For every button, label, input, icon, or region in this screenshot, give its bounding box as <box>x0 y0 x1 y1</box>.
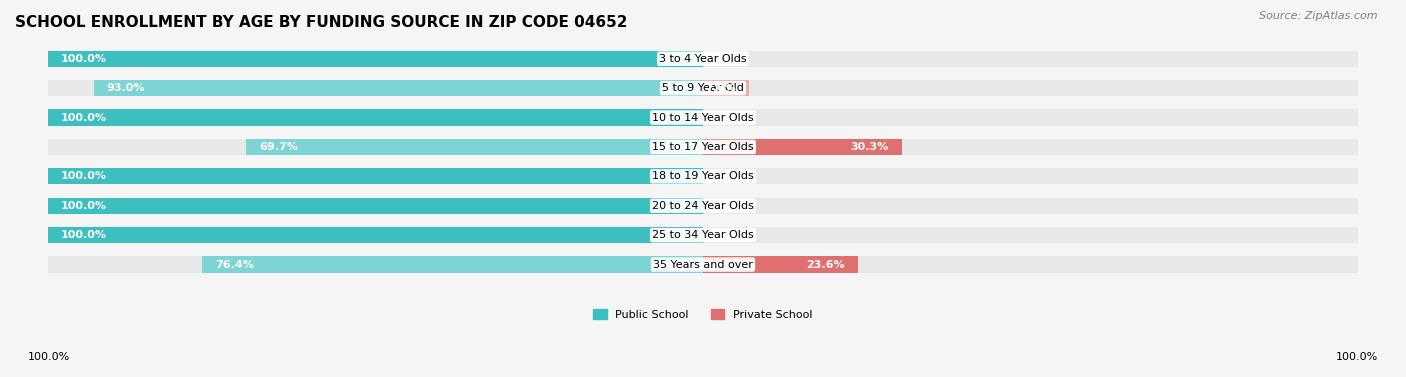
Bar <box>48 109 703 126</box>
Bar <box>703 80 1358 96</box>
Bar <box>48 168 703 184</box>
Legend: Public School, Private School: Public School, Private School <box>589 304 817 324</box>
Bar <box>703 256 858 273</box>
Text: 23.6%: 23.6% <box>806 259 845 270</box>
Text: SCHOOL ENROLLMENT BY AGE BY FUNDING SOURCE IN ZIP CODE 04652: SCHOOL ENROLLMENT BY AGE BY FUNDING SOUR… <box>15 15 627 30</box>
Bar <box>48 51 703 67</box>
Text: 100.0%: 100.0% <box>1336 352 1378 362</box>
Text: 100.0%: 100.0% <box>60 201 107 211</box>
Bar <box>48 198 703 214</box>
Text: 100.0%: 100.0% <box>28 352 70 362</box>
Bar <box>703 198 1358 214</box>
Text: 5 to 9 Year Old: 5 to 9 Year Old <box>662 83 744 93</box>
Text: 76.4%: 76.4% <box>215 259 254 270</box>
Text: 100.0%: 100.0% <box>60 230 107 240</box>
Text: 93.0%: 93.0% <box>107 83 145 93</box>
Text: Source: ZipAtlas.com: Source: ZipAtlas.com <box>1260 11 1378 21</box>
Bar <box>48 168 703 184</box>
Text: 100.0%: 100.0% <box>60 54 107 64</box>
Text: 30.3%: 30.3% <box>851 142 889 152</box>
Bar <box>703 168 1358 184</box>
Text: 25 to 34 Year Olds: 25 to 34 Year Olds <box>652 230 754 240</box>
Bar <box>94 80 703 96</box>
Bar <box>703 51 1358 67</box>
Text: 15 to 17 Year Olds: 15 to 17 Year Olds <box>652 142 754 152</box>
Bar <box>703 139 901 155</box>
Bar <box>48 51 703 67</box>
Bar <box>48 109 703 126</box>
Bar <box>48 198 703 214</box>
Bar <box>703 227 1358 243</box>
Text: 100.0%: 100.0% <box>60 112 107 123</box>
Bar <box>202 256 703 273</box>
Text: 7.0%: 7.0% <box>704 83 735 93</box>
Bar <box>48 256 703 273</box>
Text: 69.7%: 69.7% <box>259 142 298 152</box>
Bar <box>48 80 703 96</box>
Bar <box>48 139 703 155</box>
Bar <box>246 139 703 155</box>
Text: 35 Years and over: 35 Years and over <box>652 259 754 270</box>
Text: 100.0%: 100.0% <box>60 171 107 181</box>
Text: 10 to 14 Year Olds: 10 to 14 Year Olds <box>652 112 754 123</box>
Bar <box>48 227 703 243</box>
Text: 3 to 4 Year Olds: 3 to 4 Year Olds <box>659 54 747 64</box>
Bar <box>703 256 1358 273</box>
Text: 18 to 19 Year Olds: 18 to 19 Year Olds <box>652 171 754 181</box>
Bar <box>48 227 703 243</box>
Bar <box>703 139 1358 155</box>
Text: 20 to 24 Year Olds: 20 to 24 Year Olds <box>652 201 754 211</box>
Bar <box>703 80 749 96</box>
Bar <box>703 109 1358 126</box>
